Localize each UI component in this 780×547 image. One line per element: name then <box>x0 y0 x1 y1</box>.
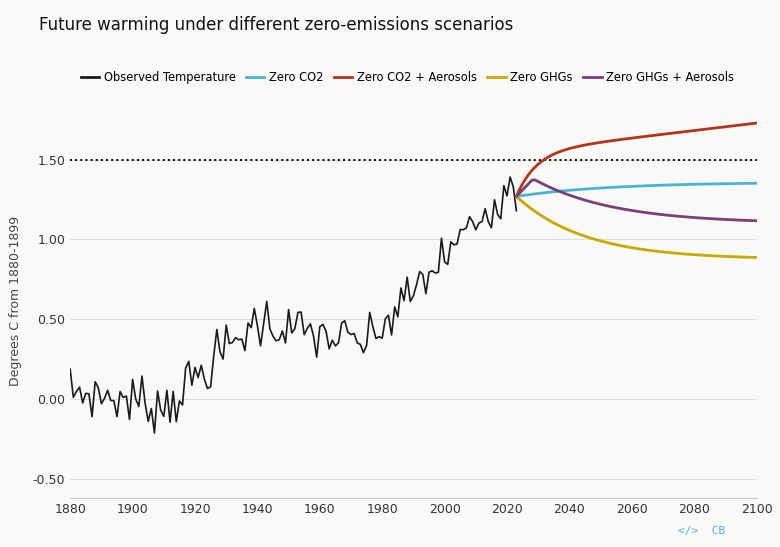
Y-axis label: Degrees C from 1880-1899: Degrees C from 1880-1899 <box>9 216 22 386</box>
Text: Future warming under different zero-emissions scenarios: Future warming under different zero-emis… <box>39 16 513 34</box>
Legend: Observed Temperature, Zero CO2, Zero CO2 + Aerosols, Zero GHGs, Zero GHGs + Aero: Observed Temperature, Zero CO2, Zero CO2… <box>76 66 739 88</box>
Text: </>  CB: </> CB <box>678 526 725 536</box>
